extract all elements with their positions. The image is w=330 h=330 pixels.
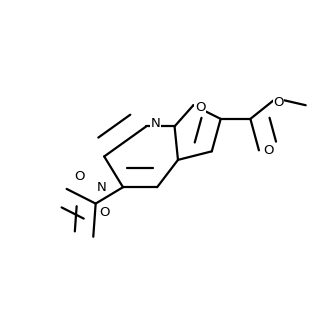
Text: O: O [273,96,284,109]
Text: O: O [195,101,205,114]
Text: O: O [75,170,85,183]
Text: O: O [263,144,274,157]
Text: O: O [100,206,110,219]
Text: N: N [150,117,160,130]
Text: N: N [97,181,106,194]
